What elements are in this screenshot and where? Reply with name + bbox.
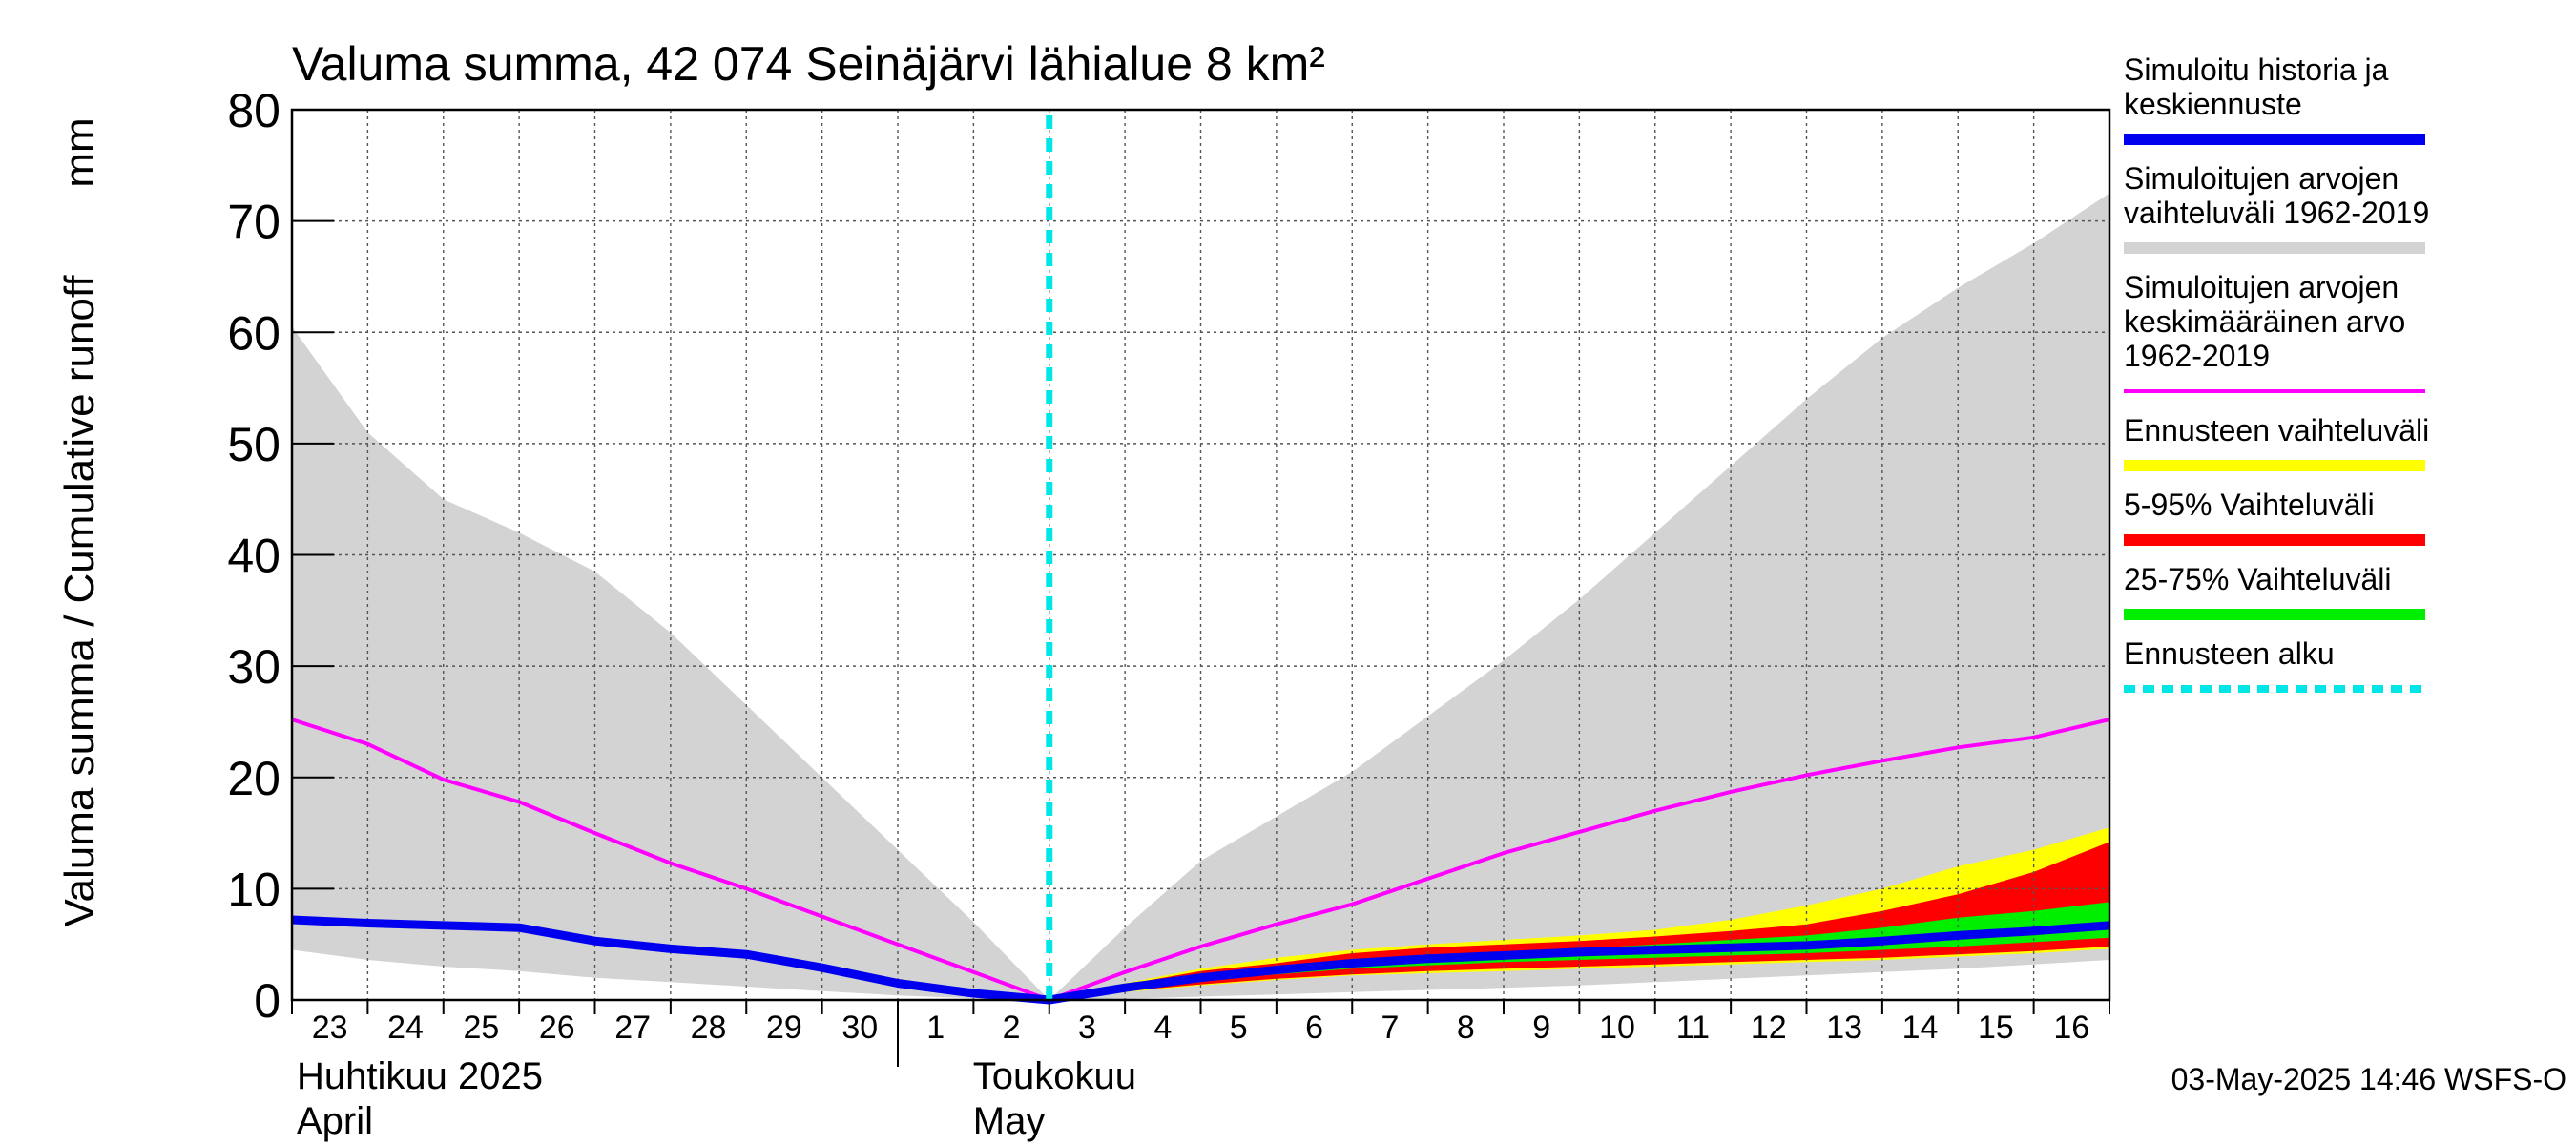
x-tick-label: 4: [1153, 1010, 1172, 1046]
x-tick-label: 10: [1599, 1010, 1635, 1046]
x-tick-label: 26: [539, 1010, 575, 1046]
x-tick-label: 13: [1826, 1010, 1862, 1046]
x-tick-label: 23: [312, 1010, 348, 1046]
legend-label-6: Ennusteen alku: [2124, 636, 2335, 671]
x-tick-label: 30: [841, 1010, 878, 1046]
y-tick-label: 0: [254, 974, 280, 1028]
month-label-en: April: [297, 1100, 373, 1142]
x-tick-label: 5: [1230, 1010, 1248, 1046]
x-tick-label: 9: [1532, 1010, 1550, 1046]
footer-timestamp: 03-May-2025 14:46 WSFS-O: [2171, 1062, 2566, 1096]
x-tick-label: 12: [1751, 1010, 1787, 1046]
y-tick-label: 70: [227, 196, 280, 249]
x-tick-label: 29: [766, 1010, 802, 1046]
y-axis-label: Valuma summa / Cumulative runoff: [56, 275, 103, 927]
x-tick-label: 7: [1381, 1010, 1399, 1046]
y-tick-label: 30: [227, 640, 280, 694]
month-label-fi: Huhtikuu 2025: [297, 1055, 543, 1097]
legend-label-4: 5-95% Vaihteluväli: [2124, 488, 2375, 522]
x-tick-label: 27: [614, 1010, 651, 1046]
x-tick-label: 1: [926, 1010, 945, 1046]
lines-layer: [291, 115, 2110, 1005]
y-tick-label: 50: [227, 418, 280, 471]
y-tick-label: 40: [227, 530, 280, 583]
y-tick-label: 60: [227, 306, 280, 360]
axes-layer: [290, 108, 2111, 1067]
legend-label-5: 25-75% Vaihteluväli: [2124, 562, 2391, 596]
x-tick-label: 8: [1457, 1010, 1475, 1046]
mean-forecast-line: [291, 915, 2110, 1005]
y-tick-label: 20: [227, 752, 280, 805]
x-tick-label: 15: [1978, 1010, 2014, 1046]
x-tick-label: 3: [1078, 1010, 1096, 1046]
band-2: [1049, 842, 2109, 1000]
x-tick-label: 14: [1902, 1010, 1939, 1046]
legend-label-3: Ennusteen vaihteluväli: [2124, 413, 2429, 448]
legend-label-1: Simuloitujen arvojen: [2124, 161, 2399, 196]
x-tick-label: 6: [1305, 1010, 1323, 1046]
x-tick-label: 24: [387, 1010, 424, 1046]
y-axis-unit: mm: [56, 117, 103, 187]
legend-label-2: Simuloitujen arvojen: [2124, 270, 2399, 304]
grid-layer: [292, 109, 2109, 1000]
y-tick-label: 10: [227, 863, 280, 916]
month-label-fi: Toukokuu: [973, 1055, 1136, 1097]
legend-label-0: Simuloitu historia ja: [2124, 52, 2389, 87]
legend-label-1: vaihteluväli 1962-2019: [2124, 196, 2429, 230]
x-tick-label: 28: [691, 1010, 727, 1046]
legend-label-0: keskiennuste: [2124, 87, 2302, 121]
y-tick-label: 80: [227, 84, 280, 137]
x-tick-label: 25: [464, 1010, 500, 1046]
legend-label-2: keskimääräinen arvo: [2124, 304, 2405, 339]
x-tick-label: 16: [2053, 1010, 2089, 1046]
long-term-mean-line: [291, 718, 2110, 1002]
x-tick-label: 2: [1003, 1010, 1021, 1046]
month-label-en: May: [973, 1100, 1046, 1142]
chart-title: Valuma summa, 42 074 Seinäjärvi lähialue…: [292, 37, 1325, 91]
legend-label-2: 1962-2019: [2124, 339, 2270, 373]
x-tick-label: 11: [1676, 1010, 1710, 1046]
